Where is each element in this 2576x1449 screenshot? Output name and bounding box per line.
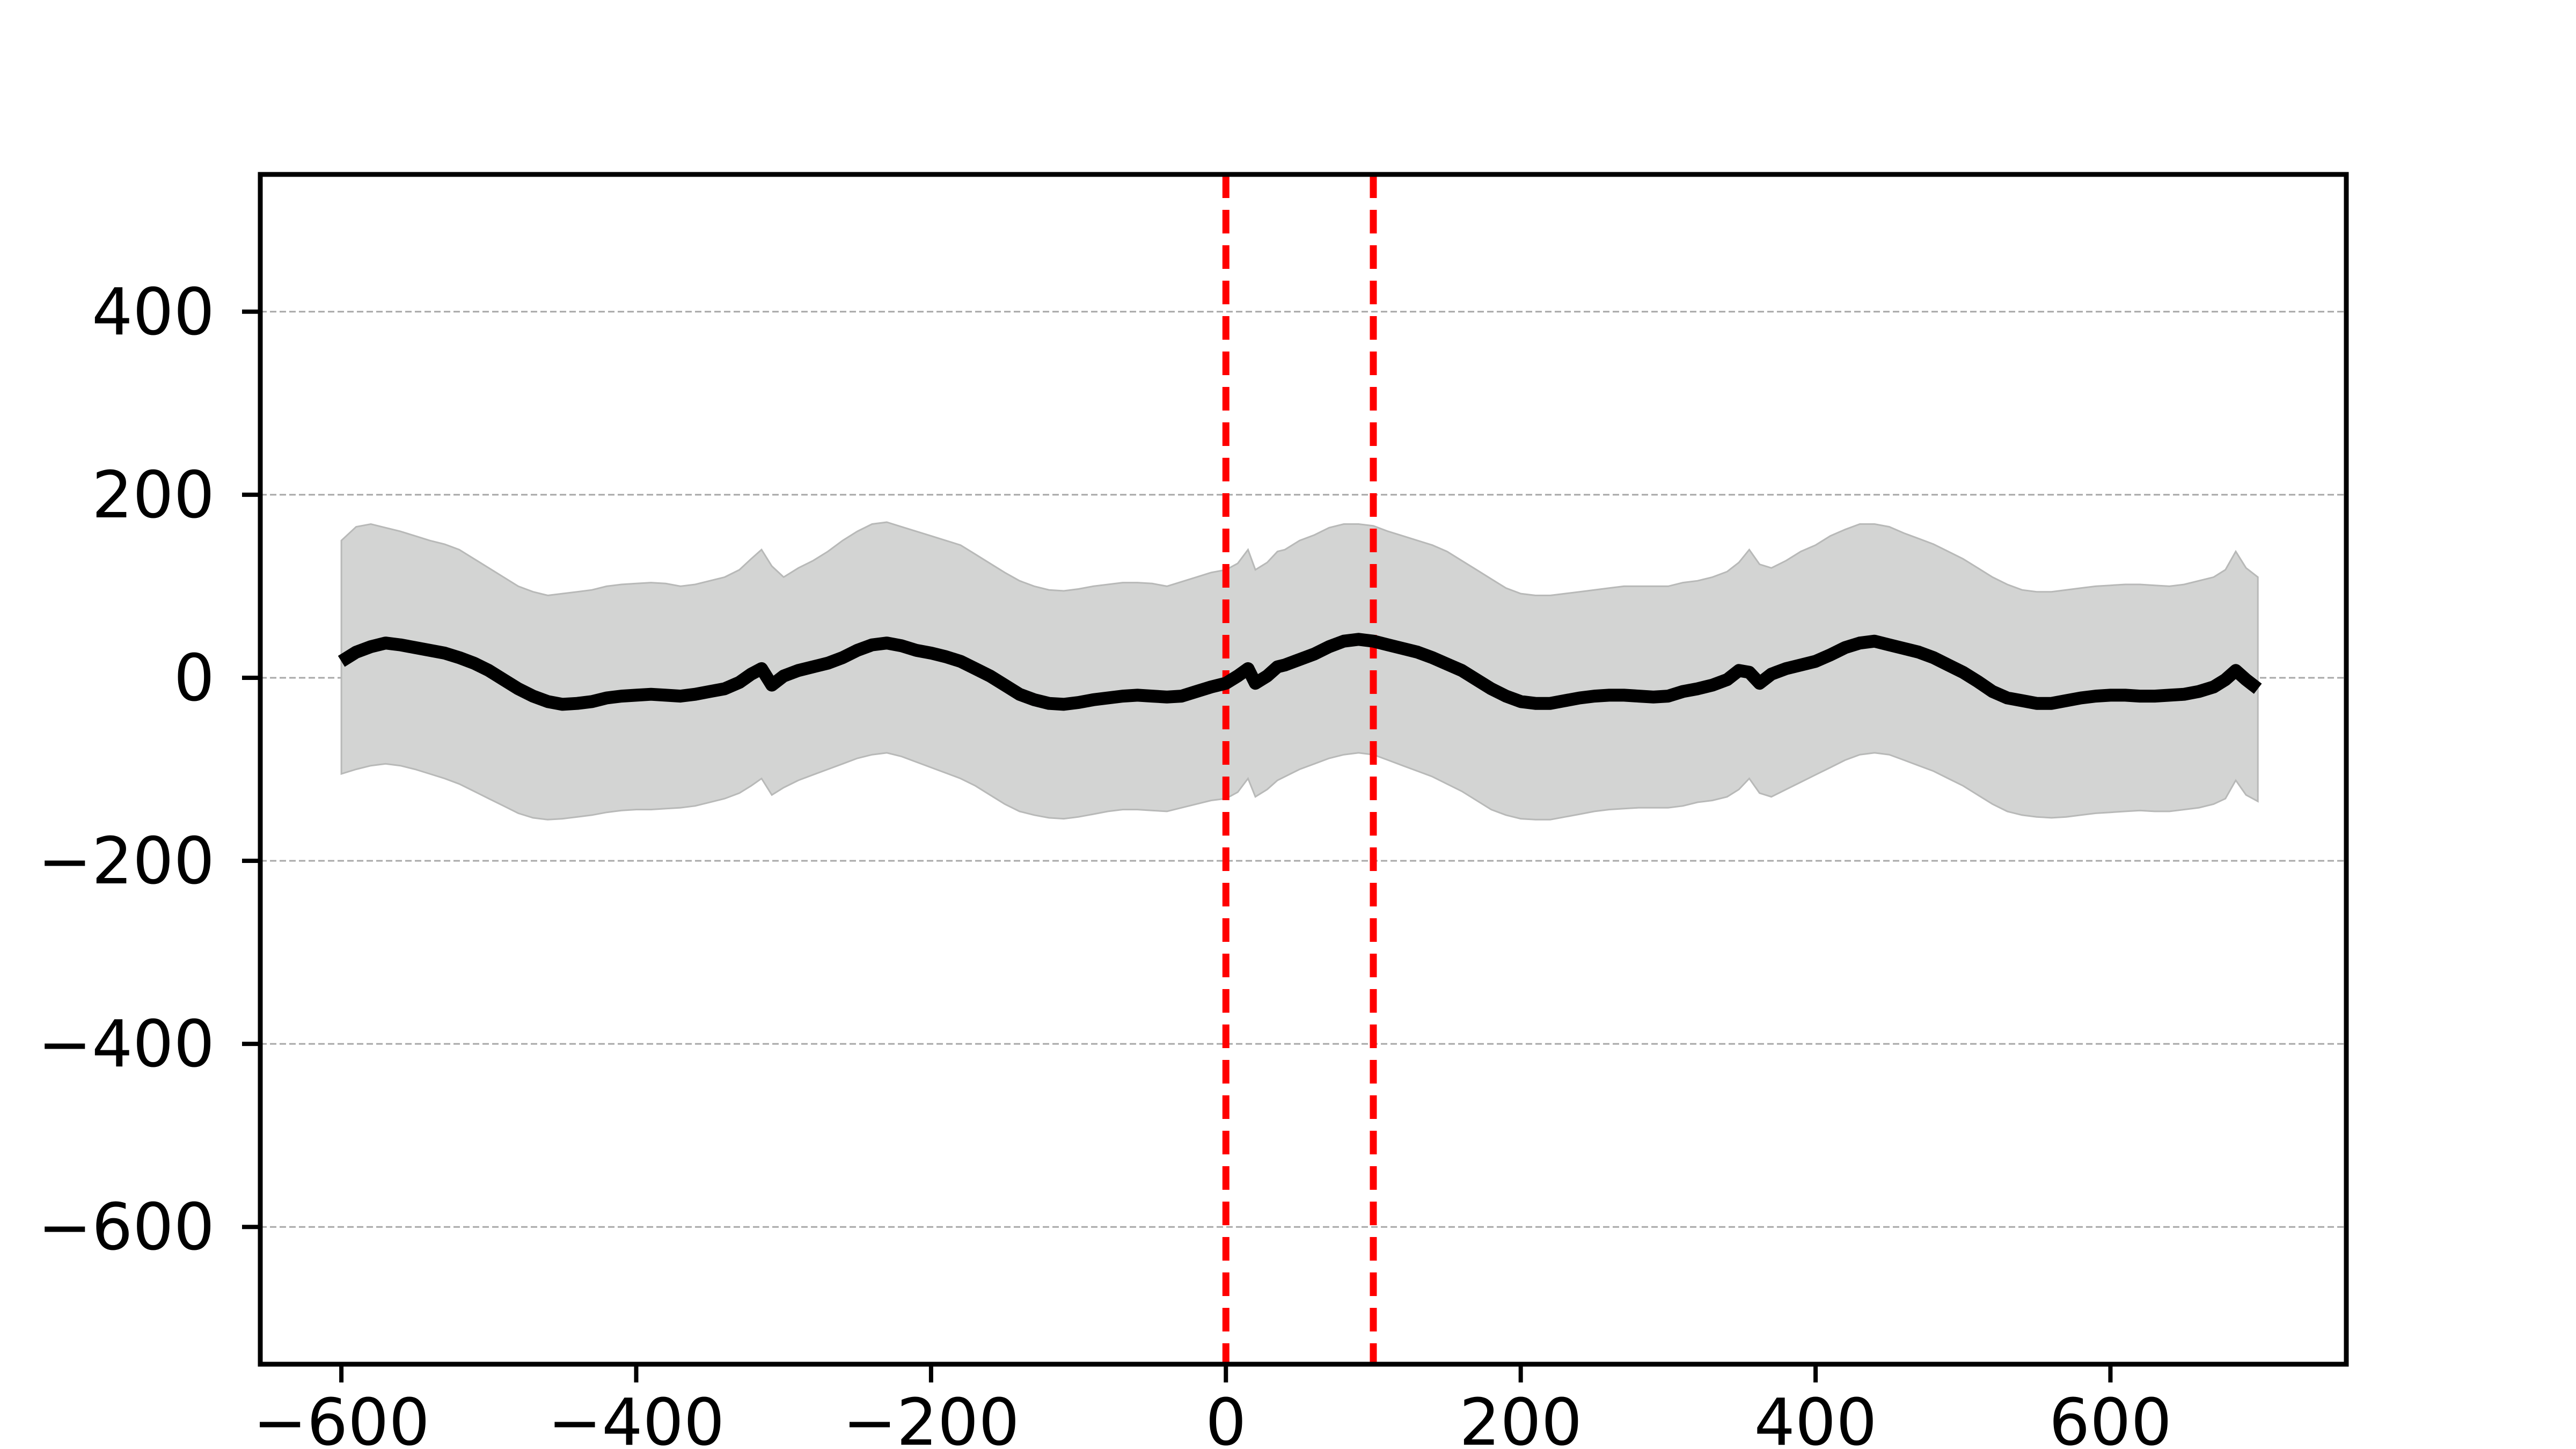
x-tick-label: 600 [2049,1386,2172,1449]
y-tick-label: 200 [92,458,215,533]
y-tick-label: 0 [174,641,215,716]
x-tick-label: 200 [1459,1386,1582,1449]
plot-frame [258,172,2349,1367]
y-axis-ticks: −600 −400 −200 0 200 400 [38,275,260,1265]
band-area [340,521,2259,821]
x-tick-label: 0 [1205,1386,1246,1449]
x-tick-label: −400 [548,1386,725,1449]
y-tick-label: −600 [38,1190,215,1265]
y-tick-label: −200 [38,824,215,899]
x-tick-label: −200 [843,1386,1020,1449]
axes-frame [258,172,2349,1367]
confidence-band [340,521,2259,821]
x-axis-ticks: −600 −400 −200 0 200 400 600 [253,1364,2172,1449]
series-line [338,633,2262,711]
reference-lines [1222,174,1377,1364]
x-tick-label: 400 [1754,1386,1877,1449]
y-tick-label: 400 [92,275,215,350]
x-tick-label: −600 [253,1386,430,1449]
y-tick-label: −400 [38,1007,215,1082]
mean-line [338,633,2262,711]
